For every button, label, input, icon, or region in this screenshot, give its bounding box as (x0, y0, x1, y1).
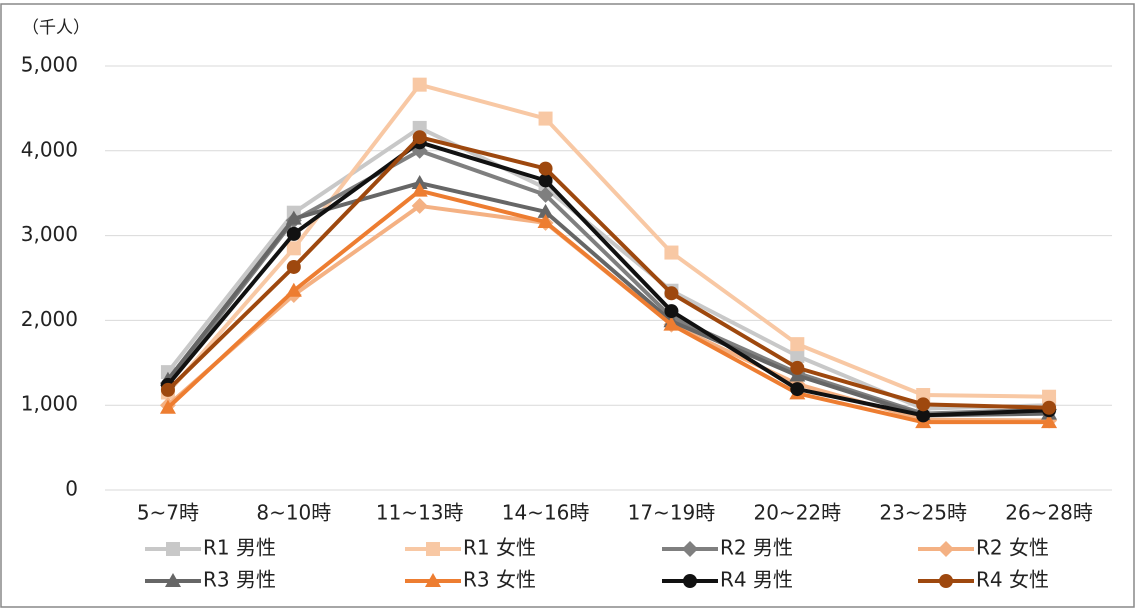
legend-marker (938, 541, 954, 557)
y-tick-label: 5,000 (21, 53, 78, 77)
data-point (1041, 414, 1058, 429)
data-point (663, 316, 680, 331)
data-point (411, 182, 428, 197)
legend-marker (166, 542, 180, 556)
data-point (538, 111, 553, 126)
x-tick-label: 17~19時 (628, 501, 716, 525)
legend-label: R2 男性 (720, 536, 793, 560)
x-tick-label: 23~25時 (879, 501, 967, 525)
legend-label: R4 女性 (976, 568, 1049, 592)
data-point (537, 214, 554, 229)
legend-label: R2 女性 (976, 536, 1049, 560)
data-point (286, 241, 301, 256)
legend-label: R1 女性 (463, 536, 536, 560)
legend-marker (939, 574, 953, 588)
data-point (411, 175, 428, 190)
data-point (411, 197, 428, 214)
data-point (538, 173, 553, 188)
series-line (166, 135, 1050, 410)
data-point (160, 382, 175, 397)
x-tick-label: 26~28時 (1005, 501, 1093, 525)
chart-frame (0, 3, 1135, 608)
legend-label: R1 男性 (203, 536, 276, 560)
legend-marker (682, 541, 698, 557)
data-point (664, 286, 679, 301)
legend-label: R3 男性 (203, 568, 276, 592)
y-unit: （千人） (22, 18, 90, 38)
data-point (790, 360, 805, 375)
legend-label: R3 女性 (463, 568, 536, 592)
data-point (1042, 400, 1057, 415)
x-tick-label: 5~7時 (137, 501, 199, 525)
data-point (537, 203, 554, 218)
x-tick-label: 14~16時 (502, 501, 590, 525)
x-tick-label: 8~10時 (256, 501, 331, 525)
data-point (285, 210, 302, 225)
series-line (166, 140, 1050, 418)
data-point (1042, 389, 1057, 404)
legend-marker (426, 542, 440, 556)
data-point (916, 408, 931, 423)
data-point (159, 399, 176, 414)
data-point (790, 382, 805, 397)
data-point (286, 259, 301, 274)
series-line (166, 188, 1050, 425)
y-tick-label: 2,000 (21, 307, 78, 331)
data-point (412, 130, 427, 145)
data-point (286, 226, 301, 241)
data-point (664, 245, 679, 260)
data-point (285, 282, 302, 297)
x-tick-label: 11~13時 (376, 501, 464, 525)
data-point (916, 397, 931, 412)
y-tick-label: 4,000 (21, 137, 78, 161)
legend-marker (425, 573, 441, 587)
data-point (537, 186, 554, 203)
data-point (664, 304, 679, 319)
y-tick-label: 3,000 (21, 222, 78, 246)
legend-label: R4 男性 (720, 568, 793, 592)
legend-marker (165, 573, 181, 587)
x-tick-label: 20~22時 (753, 501, 841, 525)
data-point (790, 349, 805, 364)
data-point (412, 77, 427, 92)
data-point (790, 337, 805, 352)
legend-marker (683, 574, 697, 588)
y-tick-label: 1,000 (21, 392, 78, 416)
series-line (166, 181, 1050, 418)
y-tick-label: 0 (65, 477, 78, 501)
data-point (538, 161, 553, 176)
